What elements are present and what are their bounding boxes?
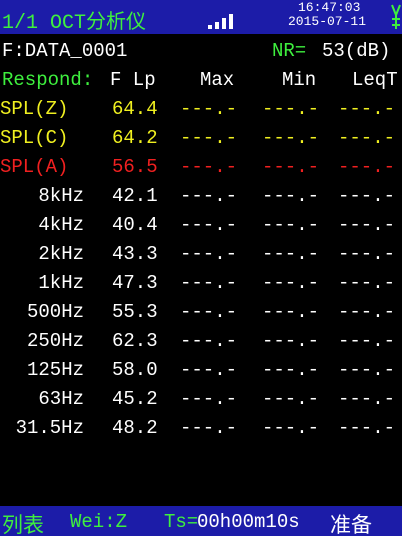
lp-value: 58.0 — [112, 359, 158, 381]
lp-value: 62.3 — [112, 330, 158, 352]
row-label: SPL(C) — [0, 127, 69, 149]
lp-value: 45.2 — [112, 388, 158, 410]
signal-icon — [208, 14, 233, 29]
min-value: ---.- — [262, 301, 320, 323]
min-value: ---.- — [262, 127, 320, 149]
respond-label: Respond: — [2, 69, 94, 91]
max-value: ---.- — [180, 98, 238, 120]
row-label: 31.5Hz — [15, 417, 84, 439]
col-min: Min — [282, 69, 317, 91]
lp-value: 56.5 — [112, 156, 158, 178]
min-value: ---.- — [262, 417, 320, 439]
mode: 列表 — [2, 516, 44, 536]
min-value: ---.- — [262, 156, 320, 178]
ts-label: Ts= — [164, 511, 199, 533]
max-value: ---.- — [180, 214, 238, 236]
row-label: 500Hz — [26, 301, 84, 323]
min-value: ---.- — [262, 185, 320, 207]
min-value: ---.- — [262, 359, 320, 381]
max-value: ---.- — [180, 185, 238, 207]
min-value: ---.- — [262, 272, 320, 294]
lp-value: 40.4 — [112, 214, 158, 236]
date: 2015-07-11 — [288, 14, 367, 29]
min-value: ---.- — [262, 388, 320, 410]
row-label: SPL(Z) — [0, 98, 69, 120]
leq-value: ---.- — [338, 388, 396, 410]
nr-value: 53(dB) — [322, 40, 391, 62]
lp-value: 64.2 — [112, 127, 158, 149]
leq-value: ---.- — [338, 185, 396, 207]
row-label: 63Hz — [38, 388, 84, 410]
lp-value: 43.3 — [112, 243, 158, 265]
leq-value: ---.- — [338, 330, 396, 352]
max-value: ---.- — [180, 156, 238, 178]
leq-value: ---.- — [338, 98, 396, 120]
row-label: SPL(A) — [0, 156, 69, 178]
min-value: ---.- — [262, 243, 320, 265]
leq-value: ---.- — [338, 272, 396, 294]
row-label: 250Hz — [26, 330, 84, 352]
max-value: ---.- — [180, 243, 238, 265]
nr-label: NR= — [272, 40, 307, 62]
row-label: 8kHz — [38, 185, 84, 207]
leq-value: ---.- — [338, 156, 396, 178]
max-value: ---.- — [180, 359, 238, 381]
row-label: 4kHz — [38, 214, 84, 236]
max-value: ---.- — [180, 127, 238, 149]
status: 准备 — [330, 516, 372, 536]
min-value: ---.- — [262, 98, 320, 120]
max-value: ---.- — [180, 388, 238, 410]
header-bar: 1/1 OCT分析仪 16:47:03 2015-07-11 — [0, 0, 402, 35]
col-leq: LeqT — [352, 69, 398, 91]
leq-value: ---.- — [338, 214, 396, 236]
max-value: ---.- — [180, 272, 238, 294]
ts-value: 00h00m10s — [197, 511, 300, 533]
battery-icon — [391, 4, 401, 29]
title: 1/1 OCT分析仪 — [2, 12, 147, 35]
max-value: ---.- — [180, 417, 238, 439]
time: 16:47:03 — [298, 0, 361, 15]
max-value: ---.- — [180, 330, 238, 352]
leq-value: ---.- — [338, 243, 396, 265]
col-max: Max — [200, 69, 235, 91]
lp-value: 48.2 — [112, 417, 158, 439]
min-value: ---.- — [262, 330, 320, 352]
min-value: ---.- — [262, 214, 320, 236]
row-label: 125Hz — [26, 359, 84, 381]
lp-value: 55.3 — [112, 301, 158, 323]
row-label: 1kHz — [38, 272, 84, 294]
lp-value: 47.3 — [112, 272, 158, 294]
max-value: ---.- — [180, 301, 238, 323]
leq-value: ---.- — [338, 359, 396, 381]
leq-value: ---.- — [338, 127, 396, 149]
weighting: Wei:Z — [70, 511, 128, 533]
file-name: F:DATA_0001 — [2, 40, 128, 62]
leq-value: ---.- — [338, 301, 396, 323]
footer-bar: 列表 Wei:Z Ts= 00h00m10s 准备 — [0, 506, 402, 536]
lp-value: 42.1 — [112, 185, 158, 207]
leq-value: ---.- — [338, 417, 396, 439]
col-lp: F Lp — [110, 69, 156, 91]
row-label: 2kHz — [38, 243, 84, 265]
lp-value: 64.4 — [112, 98, 158, 120]
